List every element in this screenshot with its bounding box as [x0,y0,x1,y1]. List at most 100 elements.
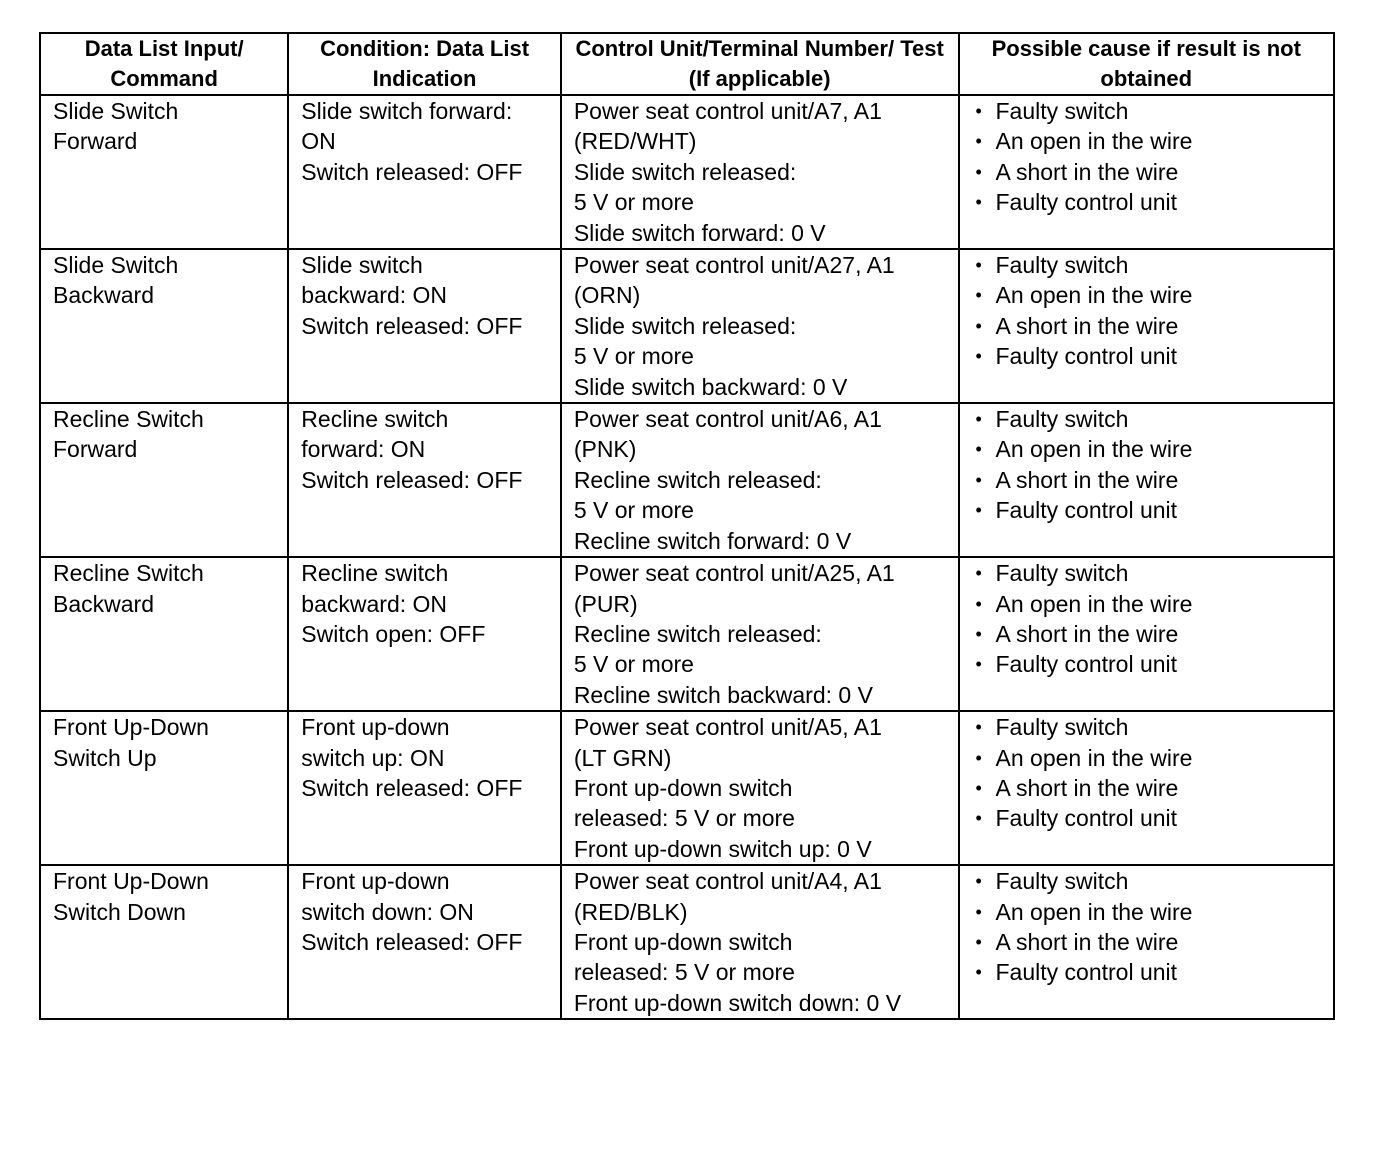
input-cell: Recline Switch Backward [38,556,290,713]
test-cell: Power seat control unit/A5, A1 (LT GRN) Fr… [559,710,960,867]
condition-cell-line: Switch released: OFF [301,158,523,185]
test-cell-line: (LT GRN) [573,744,672,771]
test-cell-line: (PUR) [573,590,638,617]
cause-item: A short in the wire [972,619,1328,650]
condition-cell: Slide switch backward: ON Switch released:… [287,248,562,405]
input-cell-line: Switch Up [53,744,157,771]
cause-item: An open in the wire [972,434,1328,465]
test-cell: Power seat control unit/A25, A1 (PUR) Recl… [559,556,960,713]
condition-cell-line: Switch released: OFF [301,312,523,339]
condition-cell-line: switch down: ON [301,898,474,925]
condition-cell-line: Switch open: OFF [301,620,486,647]
header-test: Control Unit/Terminal Number/ Test (If a… [559,32,960,96]
cause-item: A short in the wire [972,311,1328,342]
test-cell-line: Front up-down switch down: 0 V [573,989,902,1016]
condition-cell-line: Recline switch [301,406,449,433]
test-cell: Power seat control unit/A4, A1 (RED/BLK) F… [559,864,960,1021]
causes-cell: Faulty switchAn open in the wireA short … [957,556,1335,713]
troubleshooting-table: Data List Input/ Command Condition: Data… [38,32,1335,1021]
input-cell: Slide Switch Forward [38,93,290,251]
test-cell: Power seat control unit/A7, A1 (RED/WHT) S… [559,93,960,251]
cause-item: Faulty control unit [972,803,1328,834]
test-cell-line: released: 5 V or more [573,805,795,832]
cause-item: Faulty switch [972,96,1328,127]
condition-cell-line: forward: ON [301,436,426,463]
condition-cell-line: backward: ON [301,590,448,617]
cause-item: Faulty switch [972,404,1328,435]
table-row: Recline Switch Backward Recline switch back… [38,556,1335,713]
cause-item: Faulty switch [972,712,1328,743]
causes-list: Faulty switchAn open in the wireA short … [972,404,1328,526]
input-cell-line: Recline Switch [53,560,204,587]
test-cell-line: Front up-down switch up: 0 V [573,835,872,862]
condition-cell-line: Front up-down [301,868,450,895]
header-input: Data List Input/ Command [38,32,290,96]
test-cell-line: Recline switch released: [573,466,822,493]
causes-list: Faulty switchAn open in the wireA short … [972,96,1328,218]
causes-list: Faulty switchAn open in the wireA short … [972,866,1328,988]
test-cell-line: (RED/BLK) [573,898,688,925]
table-row: Recline Switch Forward Recline switch forwa… [38,402,1335,559]
cause-item: An open in the wire [972,589,1328,620]
cause-item: Faulty control unit [972,341,1328,372]
input-cell: Front Up-Down Switch Down [38,864,290,1021]
input-cell-line: Slide Switch [53,98,179,124]
condition-cell-line: backward: ON [301,282,448,309]
table-row: Slide Switch Backward Slide switch backward… [38,248,1335,405]
test-cell-line: Power seat control unit/A25, A1 [573,560,895,587]
test-cell-line: Slide switch released: [573,158,797,185]
condition-cell: Recline switch backward: ON Switch open: O… [287,556,562,713]
cause-item: A short in the wire [972,465,1328,496]
condition-cell-line: Slide switch forward: [301,98,513,124]
input-cell-line: Forward [53,128,138,155]
input-cell-line: Switch Down [53,898,186,925]
condition-cell-line: ON [301,128,336,155]
cause-item: An open in the wire [972,897,1328,928]
condition-cell: Front up-down switch down: ON Switch relea… [287,864,562,1021]
test-cell-line: Front up-down switch [573,928,793,955]
cause-item: Faulty control unit [972,495,1328,526]
causes-cell: Faulty switchAn open in the wireA short … [957,710,1335,867]
test-cell-line: Power seat control unit/A7, A1 [573,98,882,124]
causes-cell: Faulty switchAn open in the wireA short … [957,248,1335,405]
test-cell-line: (ORN) [573,282,641,309]
header-causes: Possible cause if result is not obtained [957,32,1335,96]
test-cell-line: 5 V or more [573,343,694,370]
test-cell-line: 5 V or more [573,651,694,678]
cause-item: A short in the wire [972,773,1328,804]
causes-list: Faulty switchAn open in the wireA short … [972,250,1328,372]
input-cell-line: Front Up-Down [53,868,209,895]
test-cell-line: Power seat control unit/A4, A1 [573,868,882,895]
input-cell: Recline Switch Forward [38,402,290,559]
test-cell-line: Power seat control unit/A5, A1 [573,714,882,741]
cause-item: Faulty control unit [972,187,1328,218]
causes-list: Faulty switchAn open in the wireA short … [972,558,1328,680]
cause-item: An open in the wire [972,743,1328,774]
causes-list: Faulty switchAn open in the wireA short … [972,712,1328,834]
test-cell: Power seat control unit/A27, A1 (ORN) Slid… [559,248,960,405]
header-condition: Condition: Data List Indication [287,32,562,96]
condition-cell-line: Slide switch [301,252,423,279]
test-cell-line: Power seat control unit/A6, A1 [573,406,882,433]
test-cell-line: Recline switch released: [573,620,822,647]
test-cell-line: Front up-down switch [573,774,793,801]
cause-item: Faulty control unit [972,649,1328,680]
input-cell-line: Slide Switch [53,252,179,279]
causes-cell: Faulty switchAn open in the wireA short … [957,864,1335,1021]
condition-cell-line: Recline switch [301,560,449,587]
input-cell-line: Backward [53,590,154,617]
test-cell-line: Power seat control unit/A27, A1 [573,252,895,279]
cause-item: Faulty switch [972,558,1328,589]
test-cell-line: Slide switch backward: 0 V [573,373,848,400]
condition-cell: Front up-down switch up: ON Switch release… [287,710,562,867]
cause-item: Faulty control unit [972,957,1328,988]
cause-item: A short in the wire [972,927,1328,958]
cause-item: Faulty switch [972,250,1328,281]
test-cell-line: (RED/WHT) [573,128,697,155]
condition-cell: Recline switch forward: ON Switch released… [287,402,562,559]
test-cell-line: released: 5 V or more [573,959,795,986]
test-cell-line: Recline switch backward: 0 V [573,681,873,708]
header-row: Data List Input/ Command Condition: Data… [38,32,1335,96]
table-row: Front Up-Down Switch Up Front up-down switc… [38,710,1335,867]
test-cell-line: 5 V or more [573,189,694,216]
